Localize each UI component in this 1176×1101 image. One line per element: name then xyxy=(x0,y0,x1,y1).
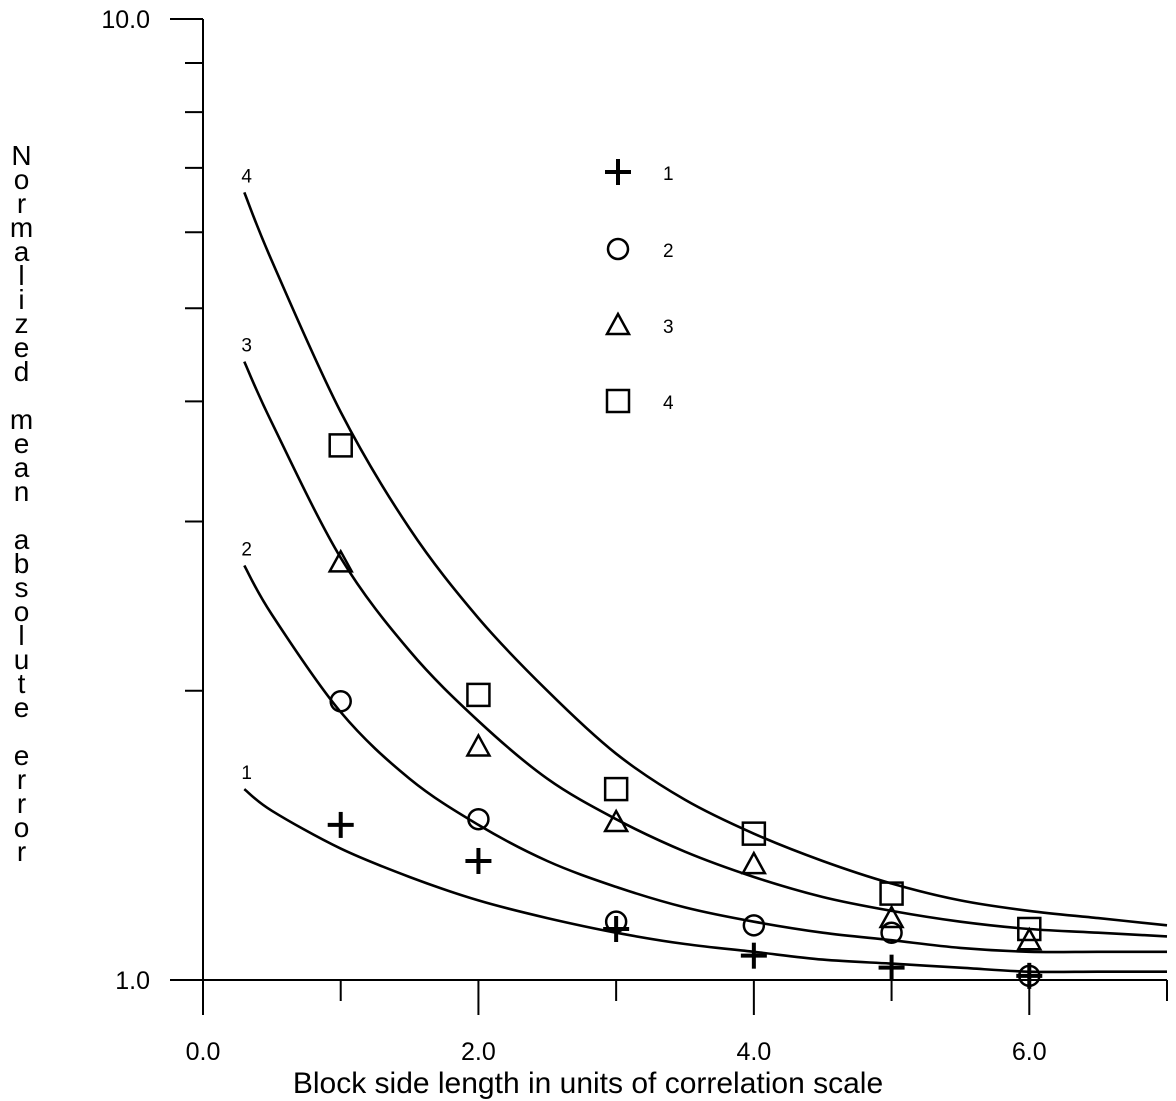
legend-marker-1 xyxy=(605,159,631,185)
point-series-4 xyxy=(1017,916,1042,942)
point-series-3 xyxy=(740,850,767,875)
point-series-2 xyxy=(604,910,628,933)
legend-label-1: 1 xyxy=(663,164,674,185)
legend-label-4: 4 xyxy=(663,393,674,414)
legend-marker-4 xyxy=(605,388,631,414)
point-series-2 xyxy=(1018,964,1041,988)
legend-label-2: 2 xyxy=(663,241,674,262)
point-series-1 xyxy=(327,811,354,838)
point-series-2 xyxy=(880,921,903,944)
legend-marker-3 xyxy=(604,311,632,336)
point-series-1 xyxy=(603,915,630,942)
point-series-1 xyxy=(878,954,905,981)
x-axis-title: Block side length in units of correlatio… xyxy=(293,1067,883,1100)
y-tick-label: 10.0 xyxy=(101,6,150,34)
point-series-3 xyxy=(465,732,492,757)
y-tick-label: 1.0 xyxy=(115,967,150,995)
point-series-4 xyxy=(603,776,629,802)
x-tick-label: 2.0 xyxy=(461,1038,496,1066)
curve-1 xyxy=(243,788,1167,974)
curve-label-3: 3 xyxy=(241,336,252,357)
curve-label-1: 1 xyxy=(241,763,252,784)
y-axis-title: Normalized mean absolute error xyxy=(6,140,36,860)
point-series-4 xyxy=(741,821,767,846)
markers xyxy=(327,433,1043,989)
curve-label-4: 4 xyxy=(241,166,252,187)
point-series-2 xyxy=(329,690,352,713)
curve-3 xyxy=(243,361,1168,938)
point-series-2 xyxy=(742,914,766,937)
point-series-3 xyxy=(327,548,354,573)
legend-marker-2 xyxy=(606,237,630,261)
point-series-1 xyxy=(465,847,492,874)
curves: 1 2 3 4 xyxy=(241,166,1168,974)
curve-4 xyxy=(243,191,1168,927)
x-tick-label: 0.0 xyxy=(186,1038,221,1066)
point-series-4 xyxy=(879,881,904,906)
legend: 1 2 3 4 xyxy=(604,159,674,414)
axes: 1.0 10.0 0.0 2.0 4.0 6.0 xyxy=(101,6,1168,1066)
point-series-1 xyxy=(740,942,767,969)
curve-label-2: 2 xyxy=(241,539,252,560)
curve-2 xyxy=(243,564,1167,954)
point-series-2 xyxy=(467,807,490,831)
point-series-4 xyxy=(328,433,353,458)
point-series-4 xyxy=(466,682,491,708)
x-tick-label: 6.0 xyxy=(1012,1038,1047,1066)
point-series-1 xyxy=(1016,962,1043,989)
x-tick-label: 4.0 xyxy=(736,1038,771,1066)
point-series-3 xyxy=(878,904,905,929)
point-series-3 xyxy=(603,808,630,833)
legend-label-3: 3 xyxy=(663,317,674,338)
